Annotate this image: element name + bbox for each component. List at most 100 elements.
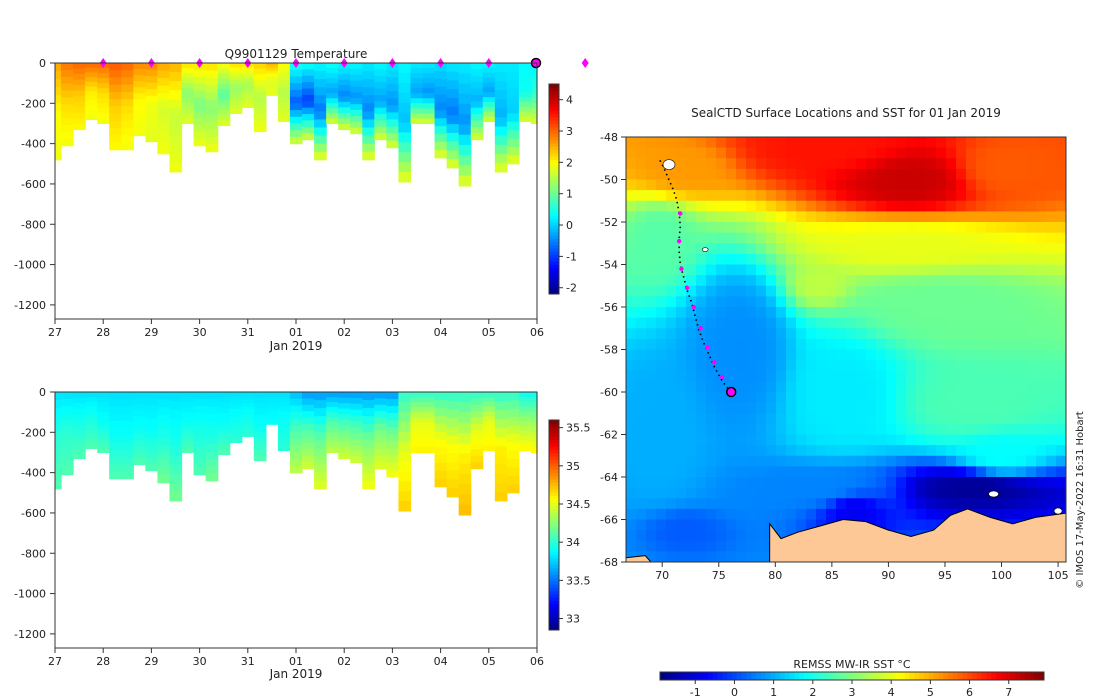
profile-cell (386, 119, 400, 128)
colorbar-band (549, 623, 559, 628)
sst-cell (1056, 328, 1066, 340)
profile-cell (494, 81, 508, 91)
profile-cell (410, 432, 424, 438)
sst-cell (866, 179, 877, 191)
sst-cell (886, 487, 897, 499)
profile-cell (55, 400, 62, 409)
sst-cell (686, 253, 697, 266)
sst-cell (776, 381, 787, 393)
profile-cell (265, 405, 279, 409)
sst-cell (1046, 370, 1057, 382)
colorbar-band (1015, 672, 1021, 680)
profile-cell (374, 88, 387, 96)
profile-cell (133, 422, 146, 429)
profile-cell (193, 447, 207, 455)
lon-tick-label: 105 (1048, 569, 1069, 582)
sst-cell (816, 190, 827, 202)
profile-cell (277, 77, 291, 84)
sst-cell (756, 519, 767, 531)
sst-cell (996, 423, 1007, 436)
sst-cell (646, 317, 657, 329)
colorbar-band (871, 672, 877, 680)
profile-cell (326, 447, 339, 454)
profile-cell (145, 437, 159, 446)
sst-cell (816, 158, 827, 170)
sst-cell (726, 317, 737, 329)
sst-cell (1046, 402, 1057, 414)
sst-cell (696, 211, 707, 223)
sst-cell (1006, 253, 1017, 266)
sst-cell (1006, 158, 1017, 170)
sst-cell (706, 487, 717, 499)
sst-cell (626, 349, 637, 361)
profile-cell (73, 79, 86, 86)
colorbar-band (549, 420, 559, 424)
sst-cell (946, 477, 957, 489)
sst-cell (936, 423, 947, 436)
sst-cell (796, 307, 807, 319)
sst-cell (966, 264, 977, 276)
sst-cell (886, 243, 897, 255)
colorbar-band (549, 185, 559, 190)
sst-cell (1036, 487, 1047, 499)
sst-cell (796, 253, 807, 266)
profile-cell (229, 96, 243, 102)
sst-cell (976, 402, 987, 414)
profile-cell (314, 103, 327, 112)
profile-cell (482, 396, 496, 403)
colorbar-band (664, 672, 671, 680)
profile-cell (482, 97, 496, 103)
profile-cell (169, 491, 183, 502)
sst-cell (676, 232, 687, 244)
sst-cell (976, 392, 987, 404)
sst-cell (926, 211, 937, 223)
sst-cell (746, 423, 757, 436)
sst-cell (726, 296, 737, 308)
profile-cell (326, 88, 339, 94)
profile-cell (253, 125, 267, 133)
sst-cell (726, 253, 737, 266)
sst-cell (986, 508, 997, 521)
sst-cell (836, 275, 847, 287)
sst-cell (1016, 200, 1027, 212)
sst-cell (646, 168, 657, 181)
profile-cell (422, 83, 436, 89)
sst-cell (736, 275, 747, 287)
sst-cell (646, 477, 657, 489)
sst-cell (776, 328, 787, 340)
profile-cell (181, 417, 195, 423)
sst-cell (696, 508, 707, 521)
profile-cell (314, 95, 327, 104)
sst-cell (716, 158, 727, 170)
profile-cell (494, 419, 508, 429)
sst-cell (886, 222, 897, 234)
colorbar-band (1020, 672, 1026, 680)
profile-cell (410, 88, 424, 94)
sst-cell (726, 487, 737, 499)
profile-cell (121, 63, 134, 71)
sst-cell (666, 413, 677, 425)
sst-cell (646, 190, 657, 202)
profile-cell (193, 83, 207, 92)
sst-cell (976, 317, 987, 329)
sst-cell (646, 487, 657, 499)
sst-cell (896, 349, 907, 361)
lat-tick-label: -62 (600, 429, 618, 442)
profile-cell (253, 414, 267, 422)
profile-cell (61, 111, 74, 119)
profile-cell (506, 475, 520, 485)
profile-cell (277, 111, 291, 118)
sst-cell (806, 264, 817, 276)
sst-cell (1006, 360, 1017, 372)
profile-cell (338, 436, 351, 443)
profile-cell (326, 68, 339, 74)
profile-cell (458, 73, 472, 85)
sst-cell (976, 328, 987, 340)
profile-cell (121, 435, 134, 444)
profile-cell (109, 442, 122, 451)
profile-cell (157, 108, 171, 117)
sst-cell (966, 466, 977, 478)
sst-cell (996, 338, 1007, 351)
sst-cell (646, 137, 657, 149)
sst-cell (756, 423, 767, 436)
